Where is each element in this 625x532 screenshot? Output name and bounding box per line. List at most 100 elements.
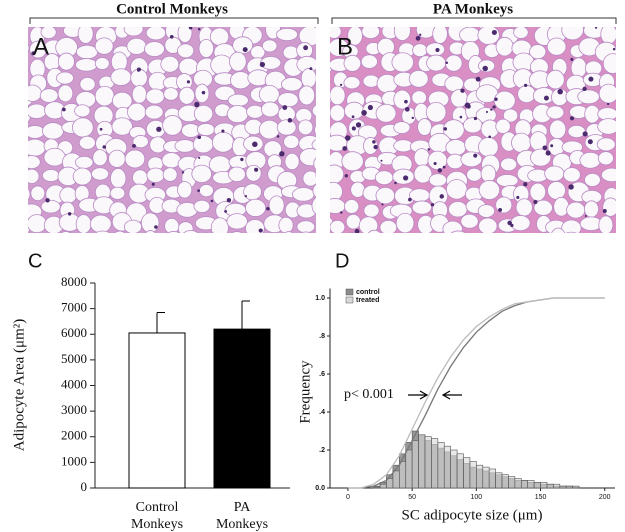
cell: [211, 131, 235, 153]
cdf-line: [347, 297, 605, 489]
cell: [127, 236, 148, 250]
cell: [408, 69, 429, 88]
cell: [132, 169, 149, 186]
cell: [563, 167, 581, 183]
nucleus: [488, 135, 492, 139]
nucleus: [523, 182, 528, 187]
histogram-bar: [488, 468, 496, 489]
nucleus: [136, 67, 141, 72]
cell: [296, 203, 316, 219]
cell: [358, 216, 379, 233]
cell: [60, 231, 71, 233]
nucleus: [419, 33, 422, 36]
cell: [300, 68, 316, 89]
x-tick-label: PA Monkeys: [216, 500, 268, 532]
cell: [10, 24, 27, 39]
cell: [347, 232, 356, 233]
cell: [380, 234, 396, 248]
nucleus: [482, 65, 488, 72]
nucleus: [524, 83, 528, 88]
nucleus: [437, 168, 443, 173]
cell: [130, 68, 148, 88]
cell: [413, 164, 433, 184]
cell: [411, 200, 433, 215]
cell: [162, 115, 183, 136]
cell: [553, 196, 570, 217]
nucleus: [588, 76, 594, 82]
cell: [226, 213, 248, 230]
cell: [292, 187, 315, 202]
cell: [30, 185, 46, 202]
cell: [312, 183, 316, 198]
cell: [523, 232, 528, 233]
cell: [196, 123, 216, 137]
cell: [393, 89, 412, 110]
cell: [495, 196, 513, 214]
cell: [478, 180, 501, 201]
cell: [477, 204, 496, 218]
cell: [502, 231, 511, 233]
nucleus: [595, 27, 598, 29]
cell: [425, 101, 447, 123]
nucleus: [569, 116, 575, 121]
cell: [28, 108, 31, 123]
cell: [75, 58, 98, 72]
cell: [178, 86, 196, 105]
cell: [94, 37, 114, 55]
cell: [245, 198, 267, 217]
cell: [546, 37, 567, 56]
nucleus: [354, 228, 360, 233]
cell: [114, 230, 126, 233]
cell: [296, 42, 313, 59]
nucleus: [557, 88, 563, 95]
cell: [28, 206, 29, 213]
panel-title: Control Monkeys: [116, 1, 228, 17]
cell: [28, 221, 31, 233]
nucleus: [445, 61, 449, 64]
cell: [261, 39, 278, 53]
cell: [393, 27, 411, 41]
legend-label: treated: [356, 297, 379, 304]
nucleus: [102, 145, 107, 149]
histogram-bar: [450, 449, 458, 489]
cell: [44, 234, 64, 253]
nucleus: [516, 195, 520, 200]
histogram-bar: [456, 453, 464, 489]
cell: [162, 167, 178, 182]
cell: [208, 155, 232, 174]
panel-label: A: [33, 33, 49, 60]
nucleus: [550, 144, 554, 148]
cell: [191, 164, 212, 183]
nucleus: [466, 104, 471, 109]
cell: [314, 5, 332, 24]
nucleus: [266, 206, 270, 211]
cell: [109, 186, 126, 200]
histogram-bar: [514, 478, 522, 489]
charts: C010002000300040005000600070008000Adipoc…: [11, 250, 615, 532]
nucleus: [427, 148, 430, 151]
cell: [227, 93, 249, 107]
cell: [192, 135, 214, 154]
cell: [163, 87, 179, 101]
nucleus: [510, 223, 514, 228]
cell: [77, 27, 94, 44]
cell: [551, 227, 566, 233]
cell: [350, 181, 366, 198]
nucleus: [492, 105, 496, 109]
cell: [268, 195, 285, 216]
nucleus: [181, 171, 185, 174]
nucleus: [226, 197, 232, 203]
y-tick-label: .8: [319, 333, 325, 340]
nucleus: [498, 207, 503, 212]
cell: [330, 191, 331, 197]
cell: [245, 219, 265, 233]
cell: [330, 27, 342, 39]
cell: [426, 54, 447, 72]
cell: [110, 168, 127, 189]
cell: [425, 42, 446, 57]
cell: [296, 220, 316, 233]
cell: [318, 9, 338, 23]
panel-label: B: [337, 33, 353, 60]
cell: [177, 27, 193, 43]
cell: [144, 41, 165, 57]
